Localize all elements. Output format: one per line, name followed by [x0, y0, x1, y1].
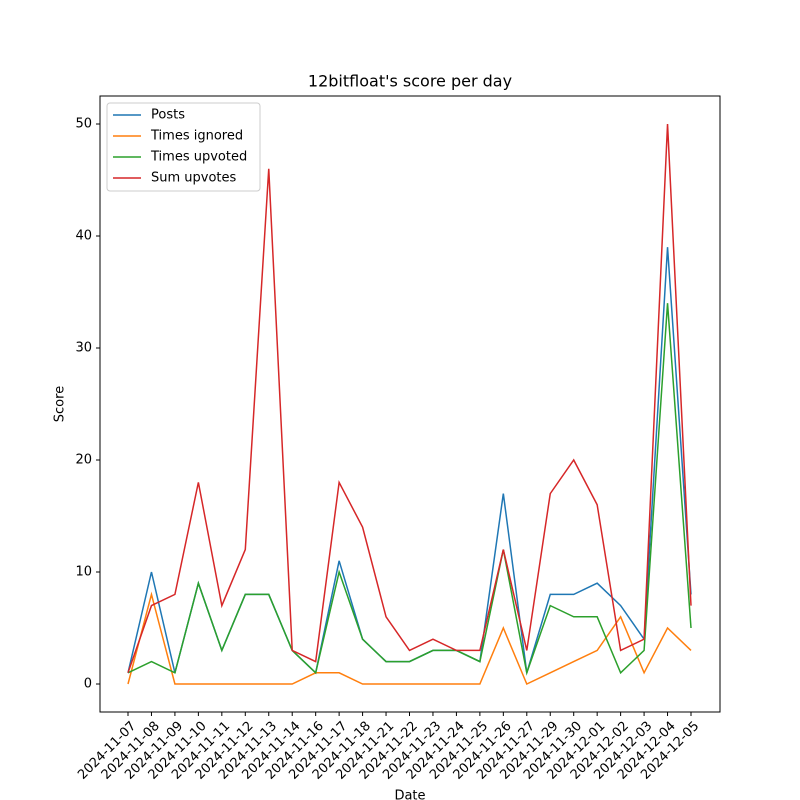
y-tick-label: 20 [75, 453, 92, 468]
series-line [127, 303, 692, 676]
series-line [127, 591, 692, 686]
y-tick-label: 10 [75, 565, 92, 580]
legend: Posts Times ignored Times upvoted Sum upvot… [106, 102, 261, 192]
y-tick-label: 40 [75, 229, 92, 244]
y-tick-label: 50 [75, 117, 92, 132]
legend-label: Times ignored [150, 129, 243, 144]
legend-label: Times upvoted [150, 150, 247, 165]
series-line [127, 123, 692, 674]
x-axis-label: Date [394, 789, 425, 800]
series-line [127, 247, 692, 675]
y-tick-label: 0 [84, 677, 92, 692]
chart-title: 12bitfloat's score per day [308, 72, 512, 91]
legend-label: Sum upvotes [151, 171, 237, 186]
y-axis-label: Score [53, 386, 68, 422]
y-tick-label: 30 [75, 341, 92, 356]
legend-box [106, 102, 261, 192]
legend-label: Posts [151, 108, 185, 123]
